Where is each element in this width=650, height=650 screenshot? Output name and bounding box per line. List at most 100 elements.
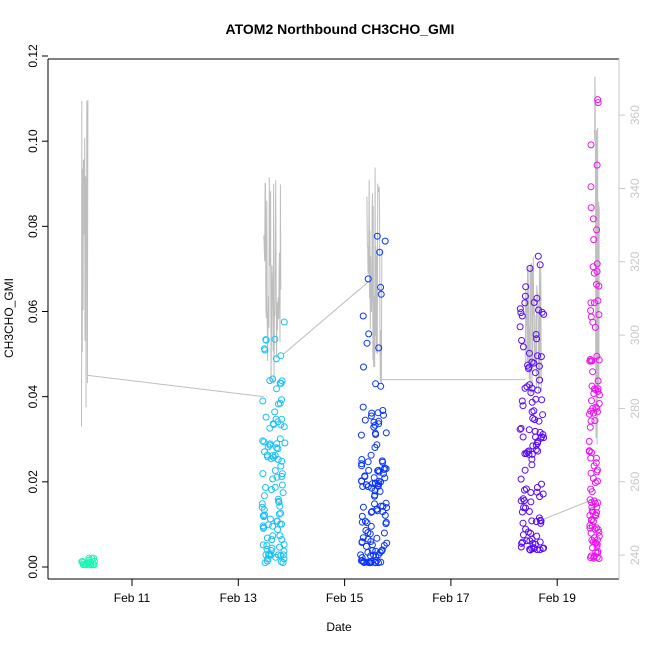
series-2-point [259, 524, 267, 532]
series-3-point [373, 505, 381, 513]
y-tick-label: 0.08 [26, 214, 40, 238]
series-4-point [520, 497, 528, 505]
series-2-point [259, 522, 267, 530]
series-5-point [595, 311, 603, 319]
series-4-point [528, 398, 536, 406]
series-3-point [358, 554, 366, 562]
series-5-point [592, 511, 600, 519]
series-4-point [530, 359, 538, 367]
series-4-point [536, 428, 544, 436]
series-4-point [518, 508, 526, 516]
series-3-point [362, 481, 370, 489]
series-3-point [381, 474, 389, 482]
series-4-point [528, 461, 536, 469]
series-4-point [534, 252, 542, 260]
series-3-point [382, 429, 390, 437]
series-4-point [517, 543, 525, 551]
series-2-point [275, 498, 283, 506]
y-tick-label: 0.00 [26, 555, 40, 579]
series-4-point [540, 434, 548, 442]
series-3-point [364, 275, 372, 283]
altitude-link-1 [87, 374, 264, 398]
series-5-point [587, 529, 595, 537]
series-4-point [520, 504, 528, 512]
series-4-point [538, 396, 546, 404]
series-2-point [266, 424, 274, 432]
series-5-point [593, 543, 601, 551]
series-2-point [278, 473, 286, 480]
series-4-point [539, 411, 547, 419]
series-4-point [521, 486, 528, 494]
series-3-point [358, 512, 366, 520]
series-2-point [277, 462, 285, 470]
series-4-point [530, 407, 538, 415]
series-3-point [376, 487, 384, 495]
series-5-point [590, 462, 598, 470]
series-5-point [587, 141, 595, 149]
series-4 [516, 252, 548, 554]
series-2-point [276, 502, 284, 510]
series-2-point [276, 532, 284, 540]
series-2 [258, 318, 289, 567]
series-3-point [367, 451, 375, 459]
altitude-trace-3 [366, 167, 383, 384]
series-4-point [532, 446, 540, 454]
altitude-trace-5 [593, 76, 600, 445]
series-4-point [519, 402, 527, 410]
series-5-point [595, 356, 603, 364]
series-5-point [587, 299, 595, 307]
series-4-point [532, 433, 539, 441]
x-tick-label: Feb 11 [114, 591, 151, 605]
series-2-point [273, 444, 281, 452]
series-4-point [534, 447, 542, 455]
series-5-point [587, 307, 595, 315]
series-4-point [538, 480, 545, 488]
series-2-point [259, 470, 267, 478]
series-4-point [526, 264, 534, 272]
series-5-point [589, 409, 597, 417]
series-2-point [269, 475, 277, 483]
series-3-point [362, 527, 370, 534]
series-4-point [522, 283, 530, 291]
y2-tick-label: 260 [628, 471, 642, 491]
series-1-point [85, 554, 93, 562]
series-2-point [262, 336, 270, 344]
series-5-point [585, 447, 593, 455]
series-3-point [368, 484, 376, 492]
axes-layer: 0.00 0.02 0.04 0.06 0.08 0.10 0.12 Feb 11 Feb 13… [26, 44, 642, 605]
series-4-point [521, 299, 529, 307]
series-4-point [516, 425, 524, 433]
series-2-point [279, 489, 287, 497]
series-4-point [537, 353, 545, 361]
series-4-point [533, 335, 541, 343]
series-2-point [274, 495, 282, 503]
series-2-point [273, 385, 280, 393]
series-4-point [527, 529, 535, 537]
series-3-point [380, 542, 388, 549]
series-5-point [587, 204, 595, 212]
series-2-point [266, 515, 274, 523]
series-5-point [594, 548, 602, 555]
series-2-point [262, 484, 269, 491]
series-3-point [359, 403, 367, 411]
series-4-point [518, 337, 526, 344]
series-2-point [260, 492, 268, 500]
x-axis-label: Date [326, 620, 352, 634]
altitude-trace-1 [81, 100, 89, 427]
series-5-point [594, 536, 601, 544]
series-5-point [593, 352, 601, 360]
series-5-point [593, 503, 601, 511]
series-2-point [259, 397, 267, 405]
series-4-point [522, 525, 530, 533]
series-2-point [266, 440, 274, 448]
series-5-point [593, 280, 600, 288]
series-4-point [517, 497, 525, 505]
series-3-point [373, 441, 381, 449]
series-2-point [268, 486, 275, 493]
series-5-point [593, 540, 601, 548]
series-1 [78, 554, 99, 569]
series-3-point [375, 480, 383, 488]
series-5-point [594, 99, 602, 107]
chart-title: ATOM2 Northbound CH3CHO_GMI [226, 21, 455, 37]
series-3-point [377, 382, 385, 390]
